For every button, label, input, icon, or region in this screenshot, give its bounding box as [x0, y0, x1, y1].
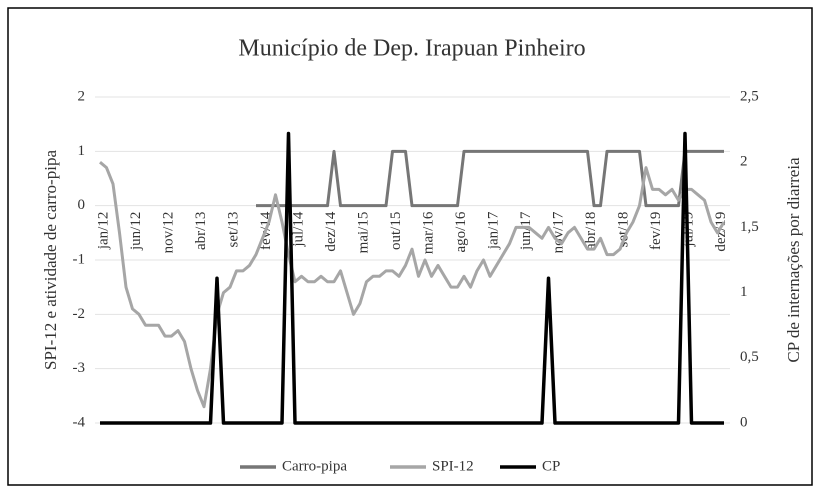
y-tick-label: -4: [73, 414, 86, 430]
x-tick-label: abr/18: [583, 212, 599, 250]
x-tick-label: ago/16: [453, 211, 469, 252]
legend-label: SPI-12: [432, 458, 474, 474]
x-tick-label: set/13: [225, 212, 241, 248]
x-tick-label: jul/14: [290, 211, 306, 248]
x-tick-label: set/18: [615, 212, 631, 248]
x-tick-label: jun/12: [128, 212, 144, 251]
x-tick-label: out/15: [388, 212, 404, 250]
y-tick-label: 1: [78, 143, 86, 159]
x-tick-label: mai/15: [355, 212, 371, 254]
x-tick-label: jan/17: [485, 211, 501, 250]
y2-tick-label: 2,5: [740, 88, 759, 104]
y2-tick-label: 1: [740, 284, 748, 300]
y-axis-title: SPI-12 e atividade de carro-pipa: [41, 150, 60, 370]
x-tick-label: nov/12: [160, 212, 176, 254]
x-tick-label: abr/13: [193, 212, 209, 250]
x-tick-label: fev/19: [648, 212, 664, 250]
x-tick-label: jan/12: [95, 212, 111, 251]
y-tick-label: 2: [78, 88, 86, 104]
series-line: [256, 149, 724, 208]
y-tick-label: -3: [73, 360, 86, 376]
series-line: [100, 131, 724, 425]
x-tick-label: dez/19: [713, 212, 729, 252]
x-tick-label: jun/17: [518, 211, 534, 251]
y2-tick-label: 1,5: [740, 219, 759, 235]
chart-title: Município de Dep. Irapuan Pinheiro: [238, 36, 585, 62]
series-line: [99, 161, 726, 409]
y2-tick-label: 0: [740, 414, 748, 430]
y-tick-label: -2: [73, 306, 86, 322]
x-tick-label: mar/16: [420, 211, 436, 254]
y2-tick-label: 2: [740, 154, 748, 170]
y-tick-label: -1: [73, 251, 86, 267]
y2-tick-label: 0,5: [740, 349, 759, 365]
y2-axis-title: CP de internações por diarreia: [784, 157, 803, 363]
x-tick-label: dez/14: [323, 211, 339, 251]
y-tick-label: 0: [78, 197, 86, 213]
legend-label: CP: [542, 458, 560, 474]
legend-label: Carro-pipa: [282, 458, 347, 474]
